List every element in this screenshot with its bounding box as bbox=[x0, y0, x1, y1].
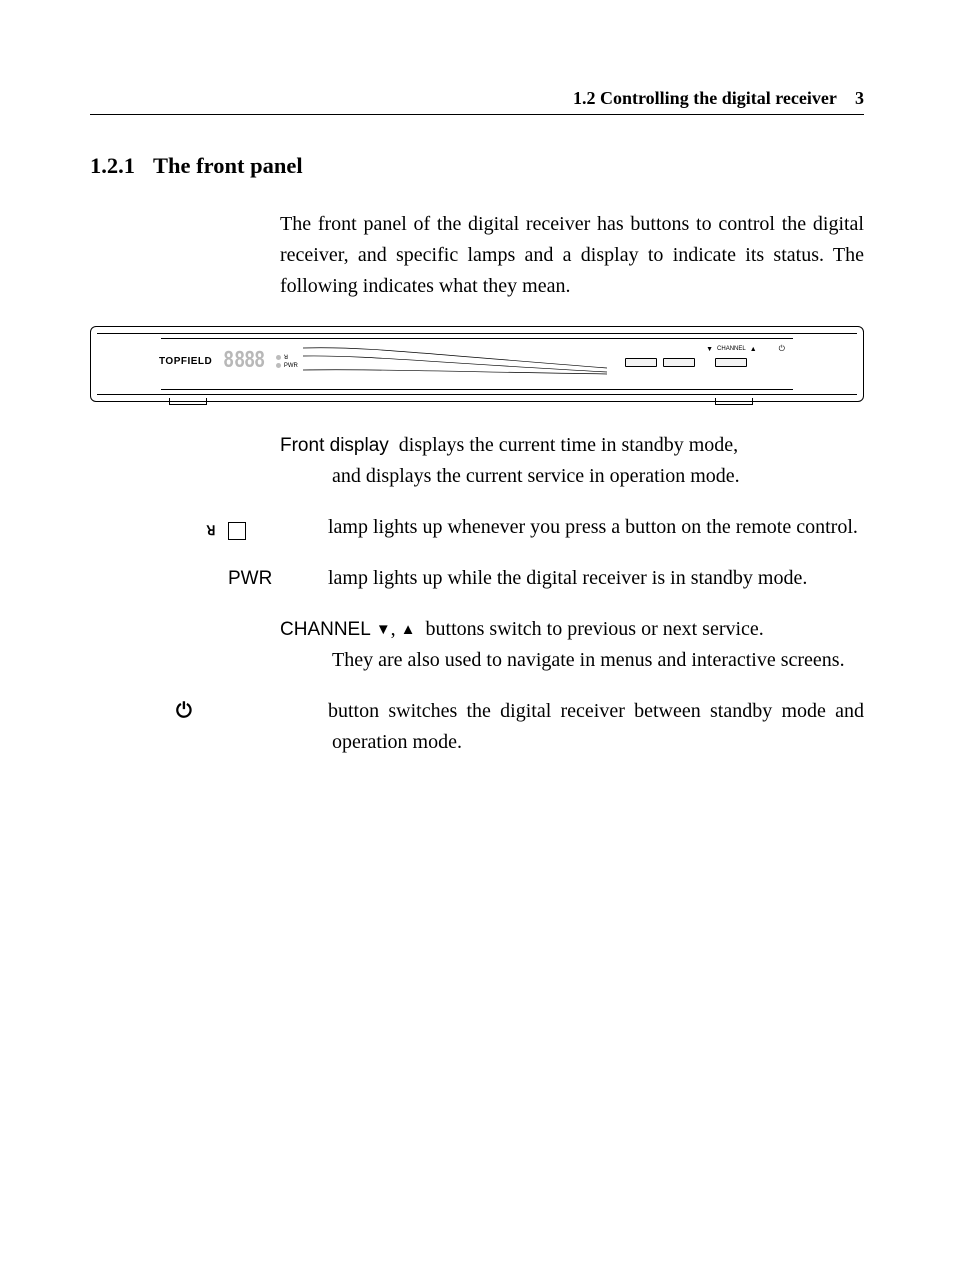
def-power-text: button switches the digital receiver bet… bbox=[328, 700, 864, 753]
page: 1.2 Controlling the digital receiver 3 1… bbox=[0, 0, 954, 1272]
def-channel-text-b: They are also used to navigate in menus … bbox=[280, 645, 864, 676]
channel-down-icon: ▼ bbox=[706, 346, 713, 353]
lamp-dot bbox=[276, 355, 281, 360]
seven-segment-display: 8 8 8 8 bbox=[222, 348, 264, 375]
power-button[interactable] bbox=[715, 358, 747, 367]
channel-down-button[interactable] bbox=[625, 358, 657, 367]
digit: 8 bbox=[244, 348, 252, 375]
term-channel: CHANNEL bbox=[280, 619, 371, 640]
digit: 8 bbox=[224, 348, 232, 375]
power-glyph: ⏻ bbox=[228, 696, 264, 727]
remote-lamp-label: ꓤ bbox=[284, 354, 288, 361]
digit: 8 bbox=[234, 348, 242, 375]
chassis-foot-left bbox=[169, 398, 207, 405]
channel-label: CHANNEL bbox=[717, 346, 746, 352]
section-title: The front panel bbox=[153, 153, 303, 178]
chassis-foot-right bbox=[715, 398, 753, 405]
header-title: 1.2 Controlling the digital receiver bbox=[573, 88, 836, 108]
term-power-icon-wrap: ⏻ bbox=[280, 696, 328, 727]
remote-icon: ꓤ bbox=[228, 522, 246, 540]
section-heading: 1.2.1 The front panel bbox=[90, 153, 864, 179]
channel-down-glyph: ▼ bbox=[376, 622, 391, 638]
section-number: 1.2.1 bbox=[90, 153, 135, 178]
def-remote-lamp: ꓤlamp lights up whenever you press a but… bbox=[280, 512, 864, 543]
definitions-list: Front display displays the current time … bbox=[280, 430, 864, 758]
term-remote-icon-wrap: ꓤ bbox=[280, 512, 328, 543]
channel-group: ▼ CHANNEL ▲ bbox=[706, 346, 757, 353]
front-controls: ▼ CHANNEL ▲ ⏻ bbox=[706, 344, 785, 354]
chassis-inner: TOPFIELD 8 8 8 8 ꓤ PWR bbox=[97, 333, 857, 395]
channel-up-glyph: ▲ bbox=[401, 622, 416, 638]
def-front-display-text2: and displays the current service in oper… bbox=[280, 461, 864, 492]
def-channel-text-a: buttons switch to previous or next servi… bbox=[426, 618, 764, 640]
brand-label: TOPFIELD bbox=[159, 356, 212, 367]
def-pwr-text: lamp lights up while the digital receive… bbox=[328, 567, 807, 589]
running-header: 1.2 Controlling the digital receiver 3 bbox=[90, 88, 864, 115]
term-pwr: PWR bbox=[280, 564, 328, 593]
lamp-dot bbox=[276, 363, 281, 368]
front-panel-diagram: TOPFIELD 8 8 8 8 ꓤ PWR bbox=[90, 326, 864, 402]
bezel-slope bbox=[303, 346, 607, 376]
page-number: 3 bbox=[855, 88, 864, 108]
def-front-display-text1: displays the current time in standby mod… bbox=[399, 434, 738, 456]
pwr-lamp-label: PWR bbox=[284, 363, 298, 369]
power-icon: ⏻ bbox=[779, 344, 785, 354]
chassis-outer: TOPFIELD 8 8 8 8 ꓤ PWR bbox=[90, 326, 864, 402]
def-pwr: PWRlamp lights up while the digital rece… bbox=[280, 563, 864, 594]
def-remote-text: lamp lights up whenever you press a butt… bbox=[328, 516, 858, 538]
def-front-display: Front display displays the current time … bbox=[280, 430, 864, 492]
intro-paragraph: The front panel of the digital receiver … bbox=[280, 209, 864, 302]
button-row bbox=[625, 358, 747, 367]
def-power: ⏻button switches the digital receiver be… bbox=[280, 696, 864, 758]
channel-up-icon: ▲ bbox=[750, 346, 757, 353]
trim-line-top bbox=[161, 338, 793, 339]
indicator-lamps: ꓤ PWR bbox=[276, 354, 298, 369]
channel-up-button[interactable] bbox=[663, 358, 695, 367]
def-channel: CHANNEL ▼, ▲ buttons switch to previous … bbox=[280, 614, 864, 676]
pwr-lamp: PWR bbox=[276, 363, 298, 369]
remote-lamp: ꓤ bbox=[276, 354, 298, 361]
trim-line-bottom bbox=[161, 389, 793, 390]
digit: 8 bbox=[255, 348, 263, 375]
term-front-display: Front display bbox=[280, 435, 389, 456]
